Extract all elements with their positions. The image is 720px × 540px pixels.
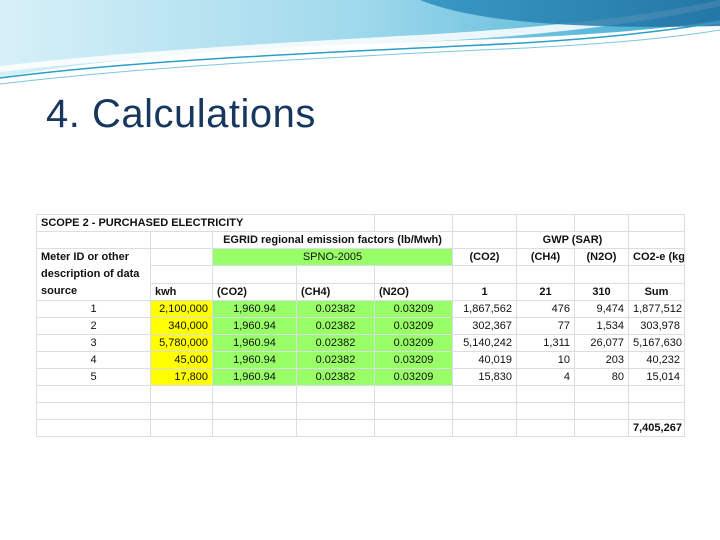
factor-ch4: 0.02382: [296, 351, 375, 369]
factor-n2o: 0.03209: [374, 334, 453, 352]
result-ch4: 10: [516, 351, 575, 369]
egrid-region: SPNO-2005: [212, 247, 453, 267]
factor-co2: 1,960.94: [212, 317, 297, 335]
table-row: [36, 385, 685, 403]
meter-header: Meter ID or other description of data so…: [36, 248, 151, 301]
meter-id: 3: [36, 334, 151, 352]
factor-co2: 1,960.94: [212, 351, 297, 369]
result-n2o: 9,474: [574, 300, 629, 318]
emissions-spreadsheet: SCOPE 2 - PURCHASED ELECTRICITY EGRID re…: [36, 214, 685, 437]
table-row: 5 17,800 1,960.94 0.02382 0.03209 15,830…: [36, 368, 685, 386]
col-header-gwp-n2o: 310: [574, 282, 629, 302]
kwh-value: 2,100,000: [150, 300, 213, 318]
col-header-sum: Sum: [628, 282, 685, 302]
table-row: 3 5,780,000 1,960.94 0.02382 0.03209 5,1…: [36, 334, 685, 352]
col-header-ch4: (CH4): [296, 282, 375, 302]
grand-total: 7,405,267: [628, 419, 685, 437]
result-co2: 15,830: [452, 368, 517, 386]
result-co2: 302,367: [452, 317, 517, 335]
table-row: 2 340,000 1,960.94 0.02382 0.03209 302,3…: [36, 317, 685, 335]
result-sum: 1,877,512: [628, 300, 685, 318]
gwp-header: GWP (SAR): [516, 231, 629, 249]
emissions-table: SCOPE 2 - PURCHASED ELECTRICITY EGRID re…: [36, 214, 685, 437]
result-sum: 303,978: [628, 317, 685, 335]
result-ch4: 77: [516, 317, 575, 335]
factor-co2: 1,960.94: [212, 368, 297, 386]
result-co2: 40,019: [452, 351, 517, 369]
result-n2o: 203: [574, 351, 629, 369]
factor-n2o: 0.03209: [374, 368, 453, 386]
result-co2: 5,140,242: [452, 334, 517, 352]
table-row: 4 45,000 1,960.94 0.02382 0.03209 40,019…: [36, 351, 685, 369]
table-row: EGRID regional emission factors (lb/Mwh)…: [36, 231, 685, 249]
kwh-value: 17,800: [150, 368, 213, 386]
col-header-gwp-co2: 1: [452, 282, 517, 302]
factor-ch4: 0.02382: [296, 368, 375, 386]
result-n2o: 26,077: [574, 334, 629, 352]
result-n2o: 1,534: [574, 317, 629, 335]
factor-ch4: 0.02382: [296, 317, 375, 335]
meter-id: 2: [36, 317, 151, 335]
col-header-co2: (CO2): [212, 282, 297, 302]
meter-id: 1: [36, 300, 151, 318]
result-ch4: 476: [516, 300, 575, 318]
factor-ch4: 0.02382: [296, 334, 375, 352]
slide-title: 4. Calculations: [46, 92, 316, 136]
factor-n2o: 0.03209: [374, 351, 453, 369]
meter-id: 5: [36, 368, 151, 386]
gas-header-co2: (CO2): [452, 247, 517, 267]
kwh-value: 340,000: [150, 317, 213, 335]
result-co2: 1,867,562: [452, 300, 517, 318]
result-sum: 15,014: [628, 368, 685, 386]
kwh-value: 45,000: [150, 351, 213, 369]
factor-ch4: 0.02382: [296, 300, 375, 318]
result-sum: 5,167,630: [628, 334, 685, 352]
meter-id: 4: [36, 351, 151, 369]
section-title: SCOPE 2 - PURCHASED ELECTRICITY: [36, 214, 375, 232]
col-header-n2o: (N2O): [374, 282, 453, 302]
factor-co2: 1,960.94: [212, 300, 297, 318]
table-row: SCOPE 2 - PURCHASED ELECTRICITY: [36, 214, 685, 232]
header-wave-decoration: [0, 0, 720, 85]
result-n2o: 80: [574, 368, 629, 386]
gas-header-n2o: (N2O): [574, 247, 629, 267]
table-row: kwh (CO2) (CH4) (N2O) 1 21 310 Sum: [37, 282, 685, 302]
col-header-gwp-ch4: 21: [516, 282, 575, 302]
table-row: 1 2,100,000 1,960.94 0.02382 0.03209 1,8…: [36, 300, 685, 318]
table-row: 7,405,267: [36, 419, 685, 437]
gas-header-co2e: CO2-e (kg): [628, 247, 685, 267]
gas-header-ch4: (CH4): [516, 247, 575, 267]
egrid-header: EGRID regional emission factors (lb/Mwh): [212, 231, 453, 249]
result-ch4: 1,311: [516, 334, 575, 352]
factor-n2o: 0.03209: [374, 317, 453, 335]
col-header-kwh: kwh: [150, 282, 213, 302]
factor-n2o: 0.03209: [374, 300, 453, 318]
factor-co2: 1,960.94: [212, 334, 297, 352]
result-sum: 40,232: [628, 351, 685, 369]
result-ch4: 4: [516, 368, 575, 386]
table-row: Meter ID or other description of data so…: [36, 247, 685, 301]
table-row: [36, 402, 685, 420]
kwh-value: 5,780,000: [150, 334, 213, 352]
